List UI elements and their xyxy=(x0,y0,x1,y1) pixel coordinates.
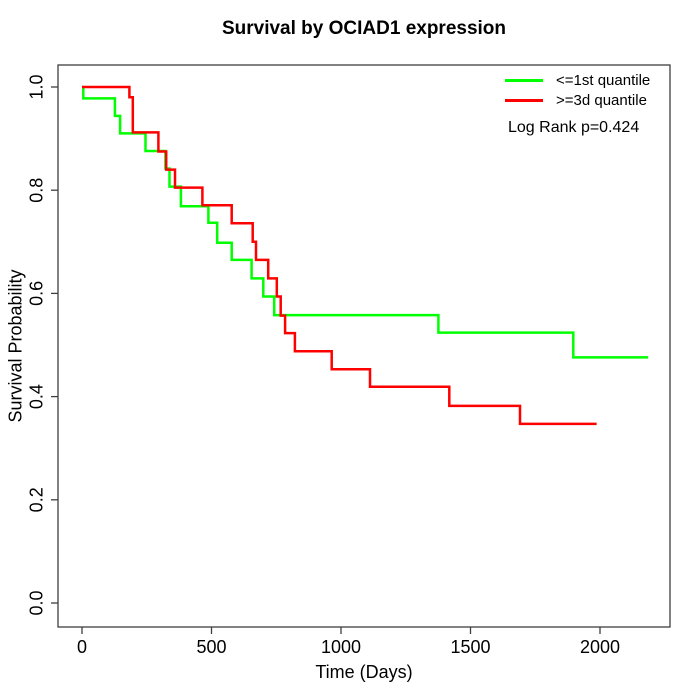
x-tick-label: 0 xyxy=(77,637,87,657)
legend-label-first-quantile: <=1st quantile xyxy=(556,71,651,89)
x-tick-label: 500 xyxy=(196,637,226,657)
chart-title: Survival by OCIAD1 expression xyxy=(221,18,507,39)
y-tick-label: 0.6 xyxy=(26,281,46,306)
legend-item-third-quantile: >=3d quantile xyxy=(505,90,650,110)
y-tick-label: 0.8 xyxy=(26,178,46,203)
survival-curve-red xyxy=(82,85,597,426)
green-line-swatch xyxy=(505,78,543,82)
y-tick-label: 1.0 xyxy=(26,74,46,99)
plot-frame xyxy=(57,64,671,628)
y-tick-label: 0.2 xyxy=(26,487,46,512)
red-line-swatch xyxy=(505,98,543,102)
log-rank-annotation: Log Rank p=0.424 xyxy=(508,119,640,136)
x-tick-label: 2000 xyxy=(580,637,620,657)
x-axis-title: Time (Days) xyxy=(315,662,413,682)
survival-curve-green xyxy=(82,85,649,359)
legend-item-first-quantile: <=1st quantile xyxy=(505,70,650,90)
x-tick-label: 1500 xyxy=(450,637,490,657)
legend-label-third-quantile: >=3d quantile xyxy=(556,91,647,109)
y-tick-label: 0.4 xyxy=(26,384,46,409)
y-axis-title: Survival Probability xyxy=(5,269,26,423)
y-tick-label: 0.0 xyxy=(26,590,46,615)
x-tick-label: 1000 xyxy=(321,637,361,657)
legend: <=1st quantile >=3d quantile Log Rank p=… xyxy=(505,70,650,137)
